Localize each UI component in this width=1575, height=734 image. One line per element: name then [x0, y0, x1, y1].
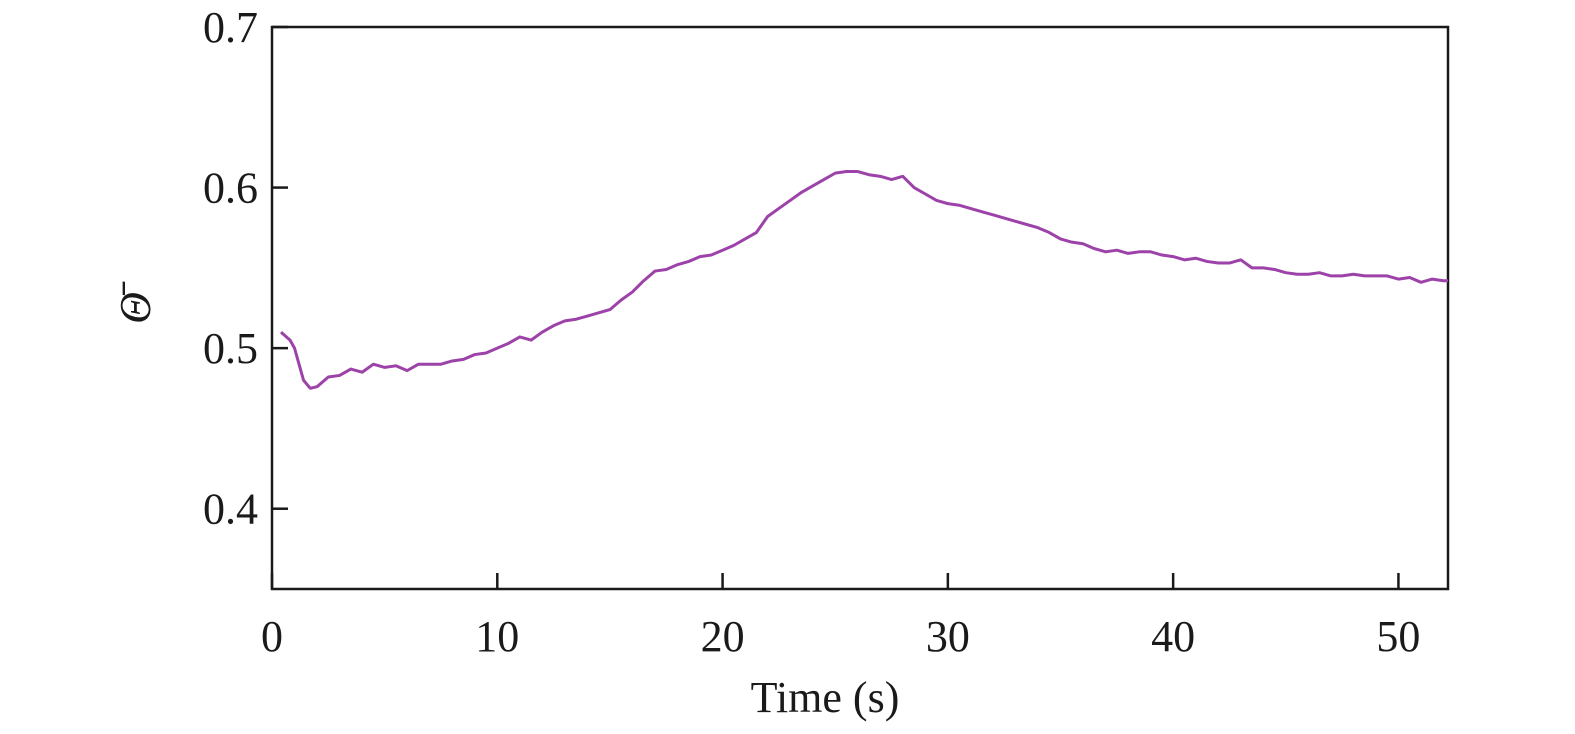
- plot-frame: [270, 25, 1450, 591]
- y-tick-label: 0.4: [203, 485, 258, 534]
- x-tick-label: 20: [701, 612, 745, 661]
- x-tick-label: 0: [261, 612, 283, 661]
- y-axis-label: Θ̄: [111, 281, 160, 324]
- data-line: [280, 170, 1448, 390]
- x-tick-label: 40: [1151, 612, 1195, 661]
- x-axis-label: Time (s): [751, 673, 900, 722]
- y-tick-label: 0.5: [203, 324, 258, 373]
- y-tick-label: 0.6: [203, 164, 258, 213]
- y-tick-label: 0.7: [203, 3, 258, 52]
- x-tick-label: 30: [926, 612, 970, 661]
- x-tick-label: 50: [1376, 612, 1420, 661]
- x-tick-label: 10: [475, 612, 519, 661]
